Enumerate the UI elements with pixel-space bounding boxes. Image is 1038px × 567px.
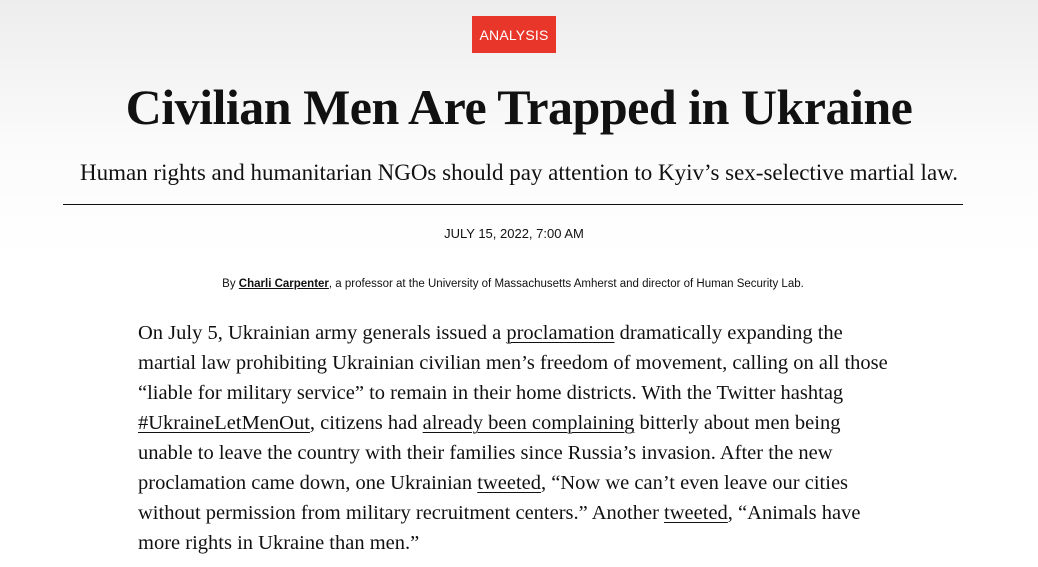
- inline-link[interactable]: proclamation: [506, 322, 615, 344]
- body-text: , “Now we can’t even leave our cities wi…: [138, 472, 849, 524]
- body-text: On July 5, Ukrainian army generals issue…: [138, 322, 507, 344]
- publish-date: JULY 15, 2022, 7:00 AM: [444, 226, 584, 241]
- inline-link[interactable]: tweeted: [664, 502, 728, 524]
- article-title: Civilian Men Are Trapped in Ukraine: [125, 79, 913, 135]
- byline: By Charli Carpenter, a professor at the …: [0, 278, 1026, 290]
- body-text: , “Animals have more rights in Ukraine t…: [138, 502, 861, 554]
- body-text: , citizens had: [309, 412, 423, 434]
- inline-link[interactable]: tweeted: [477, 472, 542, 494]
- inline-link[interactable]: #UkraineLetMenOut: [138, 412, 310, 434]
- byline-prefix: By: [222, 278, 239, 290]
- byline-suffix: , a professor at the University of Massa…: [328, 278, 804, 290]
- author-link[interactable]: Charli Carpenter: [238, 278, 329, 290]
- body-text: dramatically expanding the martial law p…: [138, 322, 888, 404]
- article-body: On July 5, Ukrainian army generals issue…: [138, 318, 890, 558]
- article-subtitle: Human rights and humanitarian NGOs shoul…: [79, 160, 959, 185]
- inline-link[interactable]: already been complaining: [422, 412, 635, 434]
- body-text: bitterly about men being unable to leave…: [138, 412, 841, 494]
- category-badge[interactable]: ANALYSIS: [472, 16, 556, 53]
- divider: [63, 204, 963, 205]
